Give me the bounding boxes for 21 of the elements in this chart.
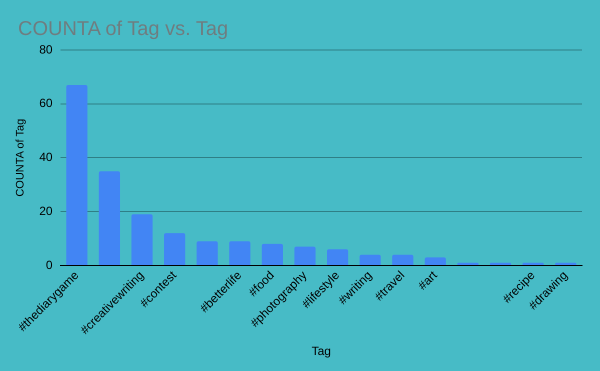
bar — [131, 214, 153, 265]
bar — [326, 249, 348, 265]
bar — [392, 254, 414, 265]
bar — [66, 85, 88, 265]
chart-title: COUNTA of Tag vs. Tag — [18, 18, 228, 41]
y-tick-label: 0 — [46, 258, 53, 272]
bar — [262, 244, 283, 265]
bar — [360, 254, 381, 265]
x-axis-title: Tag — [312, 344, 331, 358]
bar — [98, 171, 120, 265]
bar — [294, 246, 316, 265]
y-tick-label: 40 — [39, 150, 53, 164]
y-tick-label: 80 — [39, 42, 53, 56]
bar — [424, 257, 446, 265]
y-tick-label: 60 — [39, 96, 53, 110]
y-axis-title: COUNTA of Tag — [14, 118, 27, 197]
bar — [229, 241, 250, 265]
bar — [164, 233, 186, 265]
y-tick-label: 20 — [39, 204, 53, 218]
x-tick-label: #art — [415, 268, 440, 293]
bar — [196, 241, 218, 265]
